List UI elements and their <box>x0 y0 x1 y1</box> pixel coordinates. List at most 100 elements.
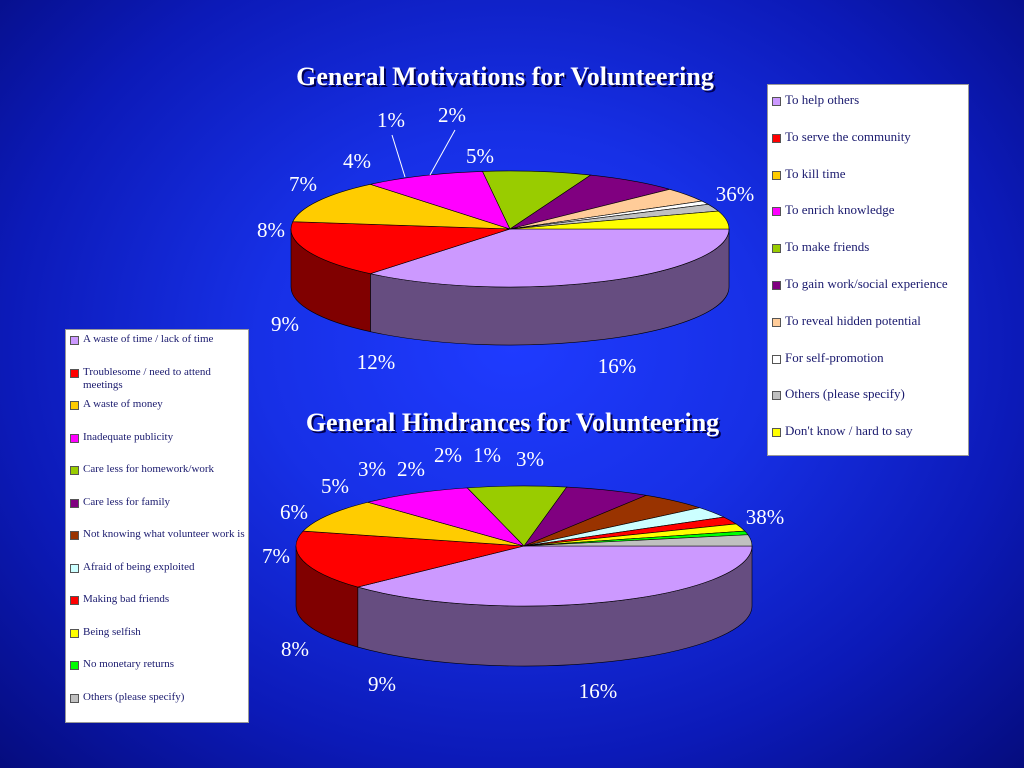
legend-motivations-item-to-serve-the-community: To serve the community <box>771 128 968 167</box>
data-label-to-serve-the-community: 16% <box>598 354 637 378</box>
legend-motivations-item-don-t-know-hard-to-say: Don't know / hard to say <box>771 424 968 461</box>
slice-others-please-specify <box>523 534 753 547</box>
legend-hindrances-item-being-selfish: Being selfish <box>69 626 248 659</box>
data-label-being-selfish: 2% <box>434 443 462 467</box>
legend-label: Others (please specify) <box>785 386 905 402</box>
slice-inadequate-publicity <box>366 487 525 547</box>
data-label-care-less-for-homework-work: 7% <box>262 544 290 568</box>
legend-swatch <box>70 596 79 605</box>
legend-hindrances-item-others-please-specify: Others (please specify) <box>69 691 248 724</box>
data-label-to-gain-work-social-experience: 7% <box>289 172 317 196</box>
legend-motivations-item-to-reveal-hidden-potential: To reveal hidden potential <box>771 312 968 351</box>
legend-swatch <box>772 133 781 143</box>
legend-motivations-item-for-self-promotion: For self-promotion <box>771 349 968 388</box>
legend-hindrances-item-a-waste-of-money: A waste of money <box>69 398 248 431</box>
legend-swatch <box>70 661 79 670</box>
slice-to-kill-time <box>292 183 511 230</box>
legend-label: Making bad friends <box>83 593 170 605</box>
legend-swatch <box>772 280 781 290</box>
legend-label: To enrich knowledge <box>785 202 895 218</box>
legend-label: Care less for family <box>83 495 171 508</box>
legend-label: To serve the community <box>785 128 911 144</box>
legend-motivations-item-to-help-others: To help others <box>771 93 968 130</box>
legend-swatch <box>772 317 781 327</box>
legend-label: No monetary returns <box>83 658 175 670</box>
legend-swatch <box>70 531 79 540</box>
chart-title-hindrances: General Hindrances for Volunteering <box>305 408 720 437</box>
data-label-care-less-for-family: 6% <box>280 500 308 524</box>
data-label-troublesome-need-to-attend-meetings: 16% <box>579 679 618 703</box>
legend-swatch <box>70 368 79 378</box>
legend-hindrances-item-troublesome-need-to-attend-meetings: Troublesome / need to attend meetings <box>69 366 248 399</box>
slice-to-make-friends <box>482 170 592 230</box>
legend-label: Others (please specify) <box>83 690 185 703</box>
legend-swatch <box>70 336 79 345</box>
legend-motivations-item-to-enrich-knowledge: To enrich knowledge <box>771 203 968 240</box>
legend-swatch <box>70 401 79 410</box>
legend-hindrances-item-care-less-for-family: Care less for family <box>69 496 248 529</box>
legend-swatch <box>772 391 781 401</box>
data-label-don-t-know-hard-to-say: 5% <box>466 144 494 168</box>
slice-don-t-know-hard-to-say <box>509 210 730 230</box>
legend-motivations-item-to-gain-work-social-experience: To gain work/social experience <box>771 275 968 314</box>
legend-label: For self-promotion <box>785 349 884 365</box>
legend-hindrances-item-care-less-for-homework-work: Care less for homework/work <box>69 463 248 496</box>
legend-label: To make friends <box>785 239 870 255</box>
legend-hindrances: A waste of time / lack of time Troublesom… <box>65 329 249 723</box>
slice-troublesome-need-to-attend-meetings <box>295 530 525 588</box>
data-label-to-enrich-knowledge: 9% <box>271 312 299 336</box>
legend-hindrances-item-making-bad-friends: Making bad friends <box>69 593 248 626</box>
legend-label: Don't know / hard to say <box>785 423 913 439</box>
legend-motivations: To help others To serve the community To k… <box>767 84 969 456</box>
legend-swatch <box>70 628 79 638</box>
legend-hindrances-item-afraid-of-being-exploited: Afraid of being exploited <box>69 561 248 594</box>
data-label-to-reveal-hidden-potential: 4% <box>343 149 371 173</box>
chart-title-motivations: General Motivations for Volunteering <box>296 62 714 91</box>
data-label-making-bad-friends: 2% <box>397 457 425 481</box>
legend-label: Care less for homework/work <box>83 463 215 475</box>
data-label-others-please-specify: 2% <box>438 103 466 127</box>
legend-label: To kill time <box>785 165 846 181</box>
data-label-others-please-specify: 3% <box>516 447 544 471</box>
data-label-a-waste-of-money: 9% <box>368 672 396 696</box>
slice-to-help-others <box>369 228 730 288</box>
legend-swatch <box>772 97 781 106</box>
legend-hindrances-item-no-monetary-returns: No monetary returns <box>69 658 248 691</box>
legend-label: A waste of time / lack of time <box>83 333 214 345</box>
legend-label: Afraid of being exploited <box>83 560 195 573</box>
data-label-to-make-friends: 8% <box>257 218 285 242</box>
legend-label: Not knowing what volunteer work is <box>83 528 245 540</box>
legend-label: Troublesome / need to attend meetings <box>83 365 211 391</box>
data-label-to-help-others: 36% <box>716 182 755 206</box>
data-label-a-waste-of-time-lack-of-time: 38% <box>746 505 785 529</box>
legend-motivations-item-others-please-specify: Others (please specify) <box>771 387 968 424</box>
legend-label: Inadequate publicity <box>83 430 174 443</box>
legend-swatch <box>70 466 79 475</box>
legend-label: Being selfish <box>83 625 141 638</box>
legend-hindrances-item-inadequate-publicity: Inadequate publicity <box>69 431 248 464</box>
data-label-to-kill-time: 12% <box>357 350 396 374</box>
leader-line <box>391 134 406 178</box>
legend-label: To reveal hidden potential <box>785 312 921 328</box>
data-label-inadequate-publicity: 8% <box>281 637 309 661</box>
slice-a-waste-of-time-lack-of-time <box>356 545 753 607</box>
legend-swatch <box>772 170 781 180</box>
legend-swatch <box>70 433 79 443</box>
legend-label: To gain work/social experience <box>785 275 948 291</box>
slice-a-waste-of-money <box>302 501 525 547</box>
data-label-no-monetary-returns: 1% <box>473 443 501 467</box>
legend-swatch <box>70 563 79 573</box>
slice-to-enrich-knowledge <box>369 171 511 230</box>
legend-label: To help others <box>785 92 860 107</box>
legend-swatch <box>772 244 781 254</box>
legend-swatch <box>70 693 79 703</box>
legend-swatch <box>772 428 781 438</box>
slice-to-serve-the-community <box>290 221 511 275</box>
legend-swatch <box>772 354 781 364</box>
legend-motivations-item-to-kill-time: To kill time <box>771 165 968 204</box>
data-label-afraid-of-being-exploited: 3% <box>358 457 386 481</box>
data-label-not-knowing-what-volunteer-work-is: 5% <box>321 474 349 498</box>
legend-swatch <box>70 498 79 508</box>
